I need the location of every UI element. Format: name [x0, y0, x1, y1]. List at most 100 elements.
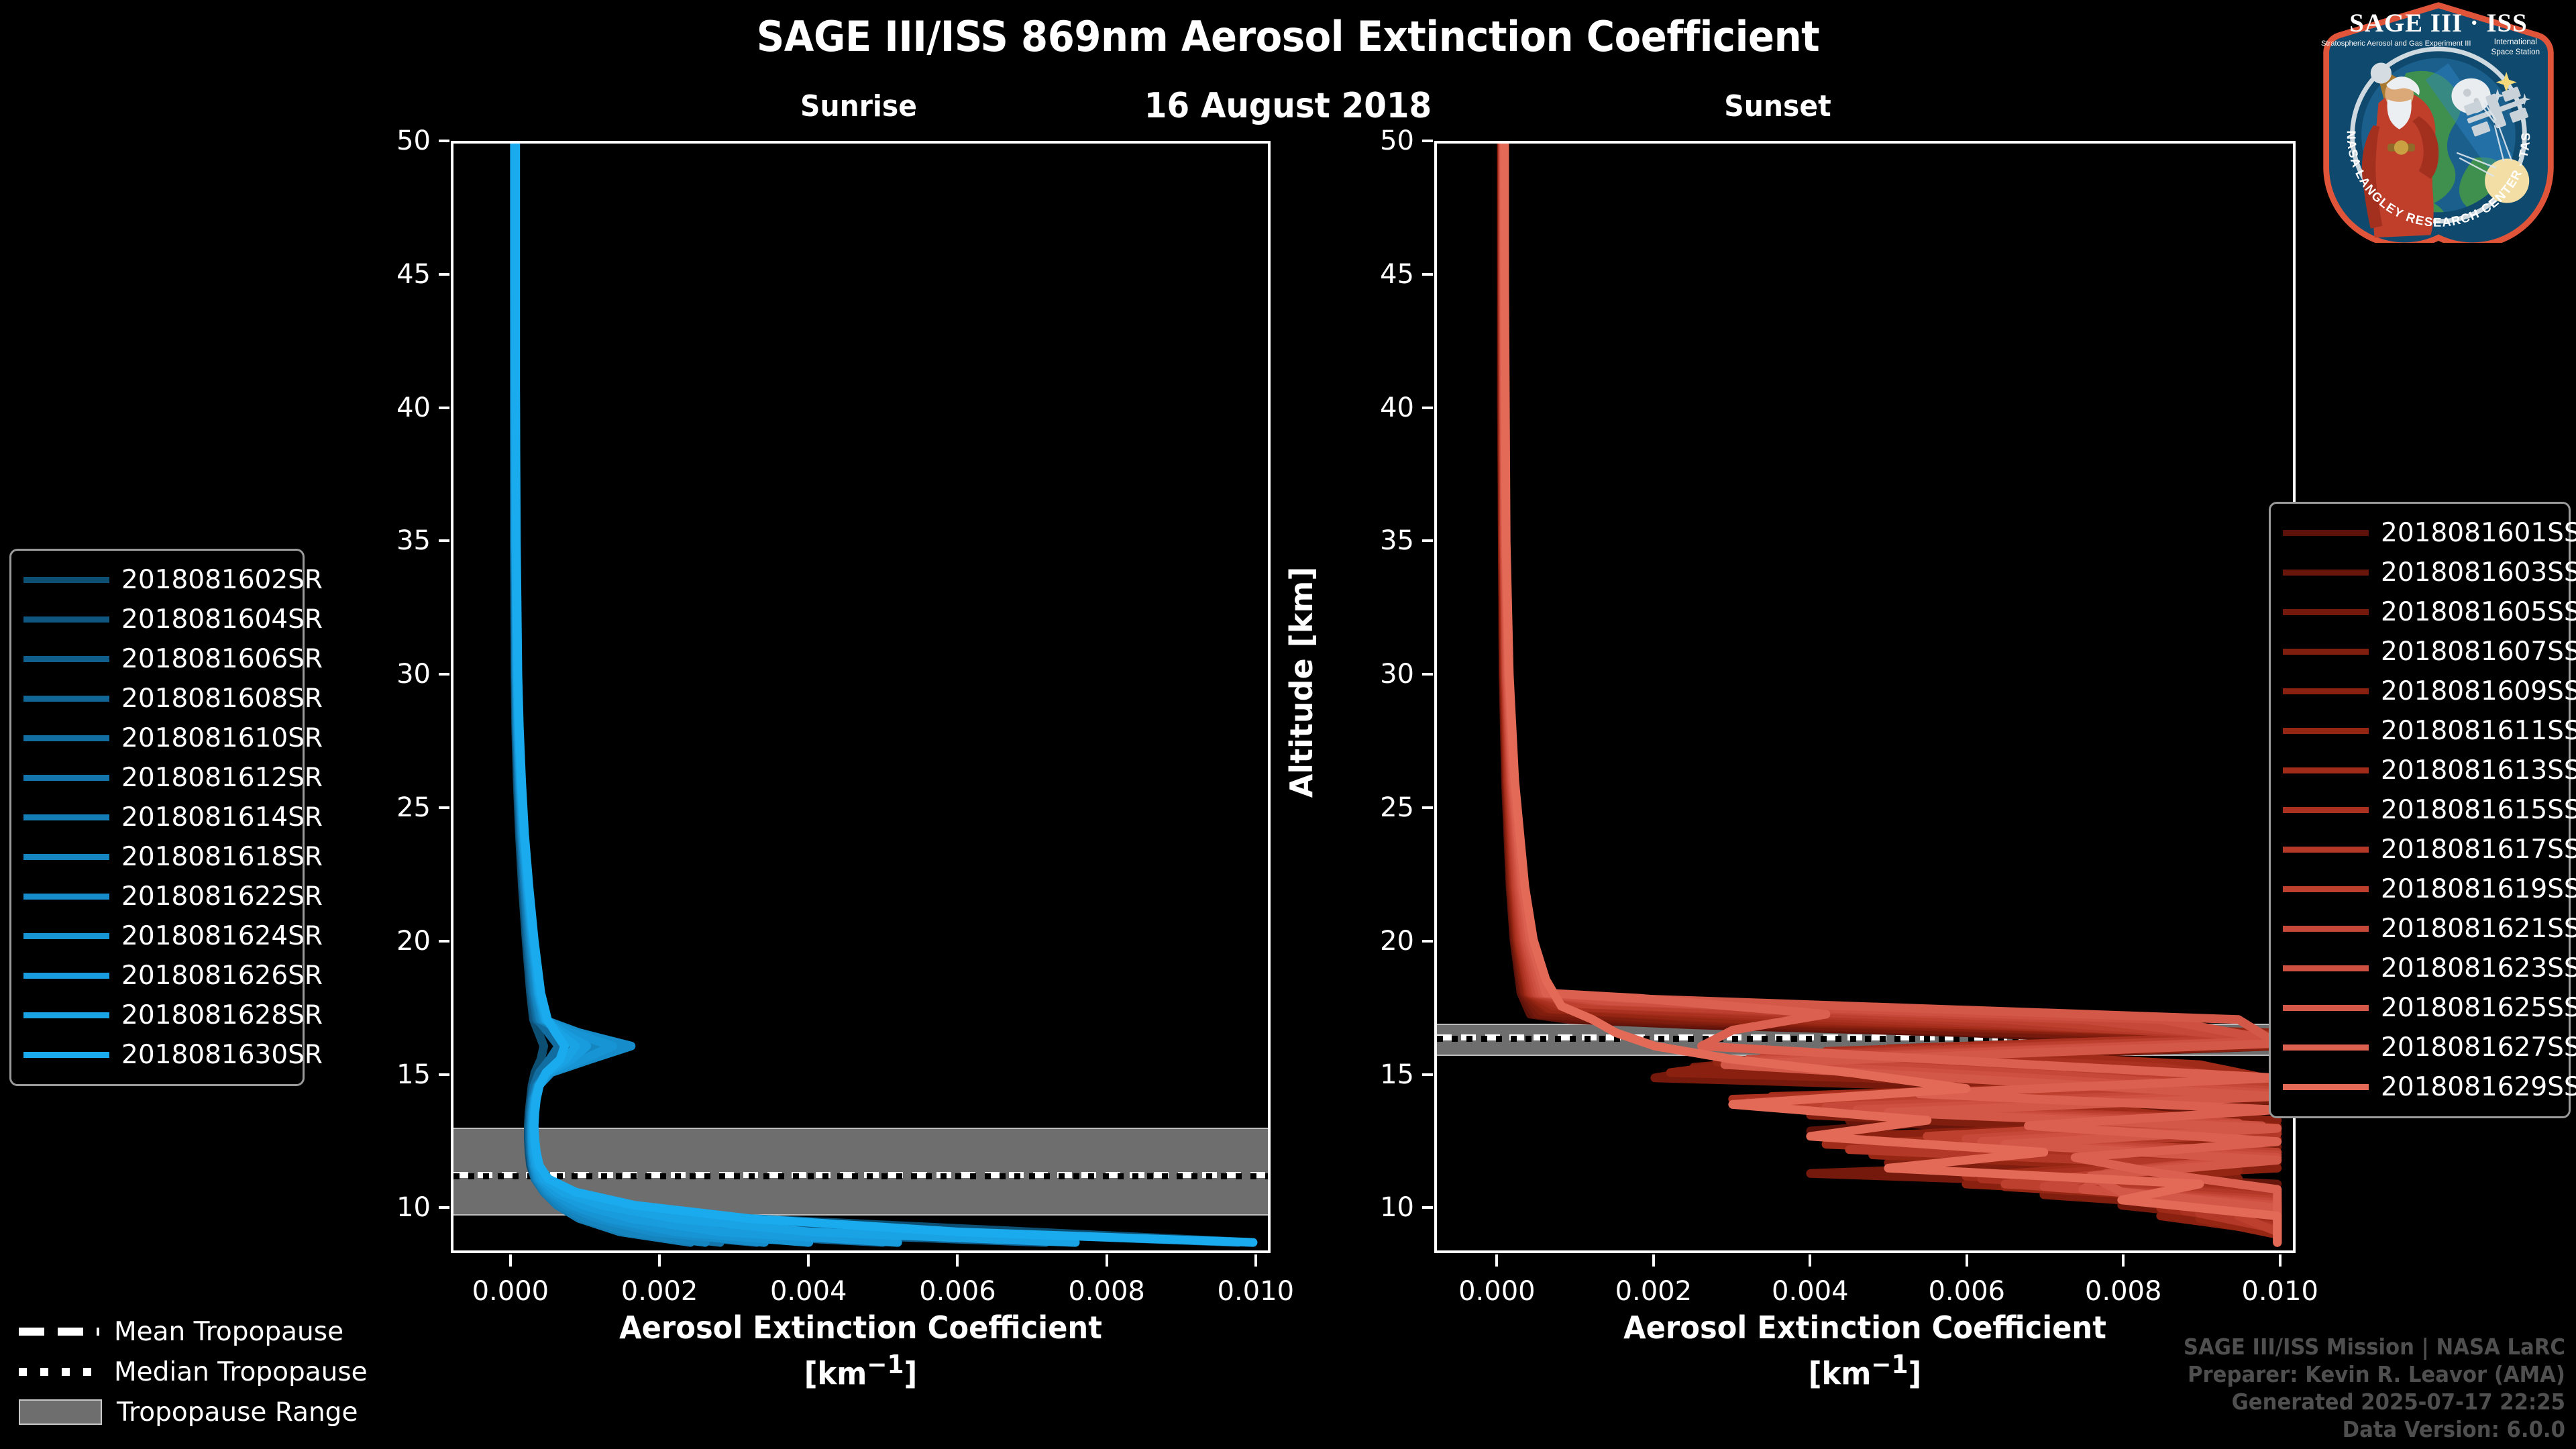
- legend-item-2018081623SS[interactable]: 2018081623SS: [2283, 949, 2576, 988]
- legend-label-2018081617SS: 2018081617SS: [2381, 835, 2576, 865]
- legend-label-2018081608SR: 2018081608SR: [121, 684, 323, 714]
- key-row-range: Tropopause Range: [19, 1392, 435, 1432]
- legend-item-2018081618SR[interactable]: 2018081618SR: [23, 837, 323, 877]
- y-tick-label-sunset-25: 25: [1380, 792, 1414, 823]
- legend-item-2018081630SR[interactable]: 2018081630SR: [23, 1035, 323, 1075]
- legend-item-2018081608SR[interactable]: 2018081608SR: [23, 679, 323, 718]
- legend-swatch-2018081630SR: [23, 1052, 109, 1058]
- y-tick-mark-sunrise-20: [439, 939, 449, 943]
- legend-item-2018081627SS[interactable]: 2018081627SS: [2283, 1028, 2576, 1067]
- legend-label-2018081603SS: 2018081603SS: [2381, 557, 2576, 588]
- legend-label-2018081606SR: 2018081606SR: [121, 644, 323, 674]
- legend-label-2018081621SS: 2018081621SS: [2381, 914, 2576, 944]
- legend-item-2018081605SS[interactable]: 2018081605SS: [2283, 592, 2576, 632]
- legend-item-2018081609SS[interactable]: 2018081609SS: [2283, 672, 2576, 711]
- legend-swatch-2018081621SS: [2283, 926, 2369, 932]
- x-tick-label-sunset-0.004: 0.004: [1772, 1276, 1849, 1307]
- y-tick-mark-sunrise-10: [439, 1206, 449, 1210]
- legend-item-2018081625SS[interactable]: 2018081625SS: [2283, 988, 2576, 1028]
- legend-label-2018081607SS: 2018081607SS: [2381, 637, 2576, 667]
- legend-swatch-2018081626SR: [23, 973, 109, 979]
- legend-item-2018081624SR[interactable]: 2018081624SR: [23, 916, 323, 956]
- legend-swatch-2018081614SR: [23, 814, 109, 820]
- x-tick-mark-sunset-0.006: [1965, 1254, 1968, 1267]
- x-tick-mark-sunrise-0.006: [956, 1254, 959, 1267]
- y-tick-mark-sunrise-40: [439, 406, 449, 409]
- trace-group-sunset: [1437, 144, 2293, 1250]
- logo-sub-left: Stratospheric Aerosol and Gas Experiment…: [2321, 40, 2471, 48]
- legend-item-2018081603SS[interactable]: 2018081603SS: [2283, 553, 2576, 592]
- legend-item-2018081619SS[interactable]: 2018081619SS: [2283, 869, 2576, 909]
- legend-swatch-2018081615SS: [2283, 807, 2369, 813]
- x-tick-mark-sunrise-0.008: [1105, 1254, 1108, 1267]
- y-tick-mark-sunset-25: [1422, 806, 1433, 809]
- x-tick-mark-sunrise-0.004: [807, 1254, 810, 1267]
- legend-item-2018081626SR[interactable]: 2018081626SR: [23, 956, 323, 996]
- median-tropopause-line-sunrise: [453, 1173, 1268, 1179]
- trace-2018081626SR: [511, 144, 902, 1247]
- legend-swatch-2018081607SS: [2283, 649, 2369, 655]
- key-label-range: Tropopause Range: [117, 1397, 358, 1428]
- x-tick-label-sunset-0.006: 0.006: [1928, 1276, 2005, 1307]
- legend-swatch-2018081602SR: [23, 577, 109, 583]
- y-tick-label-sunrise-20: 20: [396, 925, 431, 957]
- y-tick-label-sunset-40: 40: [1380, 392, 1414, 423]
- y-tick-mark-sunrise-35: [439, 539, 449, 543]
- band-swatch-icon: [19, 1399, 102, 1425]
- x-axis-title-sunrise: Aerosol Extinction Coefficient [km−1]: [476, 1309, 1246, 1391]
- legend-label-2018081612SR: 2018081612SR: [121, 763, 323, 793]
- legend-item-2018081602SR[interactable]: 2018081602SR: [23, 560, 323, 600]
- legend-item-2018081611SS[interactable]: 2018081611SS: [2283, 711, 2576, 751]
- y-tick-mark-sunset-30: [1422, 673, 1433, 676]
- legend-swatch-2018081619SS: [2283, 886, 2369, 892]
- legend-item-2018081617SS[interactable]: 2018081617SS: [2283, 830, 2576, 869]
- y-tick-label-sunrise-45: 45: [396, 258, 431, 290]
- y-tick-mark-sunrise-25: [439, 806, 449, 809]
- x-tick-label-sunset-0.000: 0.000: [1458, 1276, 1536, 1307]
- legend-item-2018081606SR[interactable]: 2018081606SR: [23, 639, 323, 679]
- legend-item-2018081610SR[interactable]: 2018081610SR: [23, 718, 323, 758]
- page-title: SAGE III/ISS 869nm Aerosol Extinction Co…: [756, 12, 1820, 61]
- x-tick-mark-sunset-0.000: [1495, 1254, 1499, 1267]
- legend-sunrise: 2018081602SR 2018081604SR 2018081606SR 2018…: [9, 549, 323, 1086]
- legend-swatch-2018081625SS: [2283, 1005, 2369, 1011]
- legend-item-2018081604SR[interactable]: 2018081604SR: [23, 600, 323, 639]
- y-tick-mark-sunrise-45: [439, 272, 449, 276]
- x-tick-label-sunrise-0.000: 0.000: [472, 1276, 549, 1307]
- legend-label-2018081614SR: 2018081614SR: [121, 802, 323, 833]
- key-row-mean: Mean Tropopause: [19, 1311, 435, 1352]
- legend-swatch-2018081629SS: [2283, 1084, 2369, 1090]
- legend-label-2018081613SS: 2018081613SS: [2381, 755, 2576, 786]
- x-tick-label-sunrise-0.006: 0.006: [919, 1276, 996, 1307]
- legend-item-2018081628SR[interactable]: 2018081628SR: [23, 996, 323, 1035]
- logo-sub-right-2: Space Station: [2491, 48, 2540, 56]
- x-axis-unit-sunset: [km−1]: [1808, 1350, 1922, 1392]
- legend-item-2018081621SS[interactable]: 2018081621SS: [2283, 909, 2576, 949]
- y-tick-label-sunrise-40: 40: [396, 392, 431, 423]
- legend-item-2018081629SS[interactable]: 2018081629SS: [2283, 1067, 2576, 1107]
- y-tick-label-sunrise-10: 10: [396, 1192, 431, 1224]
- legend-item-2018081615SS[interactable]: 2018081615SS: [2283, 790, 2576, 830]
- legend-item-2018081612SR[interactable]: 2018081612SR: [23, 758, 323, 798]
- sage-iii-iss-mission-patch-logo: SAGE III · ISS Stratospheric Aerosol and…: [2308, 1, 2569, 243]
- legend-item-2018081614SR[interactable]: 2018081614SR: [23, 798, 323, 837]
- legend-label-2018081605SS: 2018081605SS: [2381, 597, 2576, 627]
- legend-swatch-2018081603SS: [2283, 570, 2369, 576]
- key-row-median: Median Tropopause: [19, 1352, 435, 1392]
- y-tick-label-sunset-10: 10: [1380, 1192, 1414, 1224]
- panel-title-sunset: Sunset: [1724, 89, 1831, 123]
- x-axis-title-text-sunset: Aerosol Extinction Coefficient: [1623, 1309, 2106, 1346]
- y-tick-label-sunset-30: 30: [1380, 659, 1414, 690]
- legend-swatch-2018081628SR: [23, 1012, 109, 1018]
- legend-label-2018081619SS: 2018081619SS: [2381, 874, 2576, 904]
- legend-swatch-2018081613SS: [2283, 767, 2369, 773]
- legend-item-2018081607SS[interactable]: 2018081607SS: [2283, 632, 2576, 672]
- y-tick-label-sunrise-30: 30: [396, 659, 431, 690]
- trace-2018081630SR: [511, 144, 1258, 1247]
- legend-item-2018081601SS[interactable]: 2018081601SS: [2283, 513, 2576, 553]
- legend-item-2018081613SS[interactable]: 2018081613SS: [2283, 751, 2576, 790]
- y-tick-mark-sunset-40: [1422, 406, 1433, 409]
- y-tick-label-sunrise-15: 15: [396, 1059, 431, 1090]
- legend-item-2018081622SR[interactable]: 2018081622SR: [23, 877, 323, 916]
- credits-line-3: Generated 2025-07-17 22:25: [2231, 1389, 2565, 1415]
